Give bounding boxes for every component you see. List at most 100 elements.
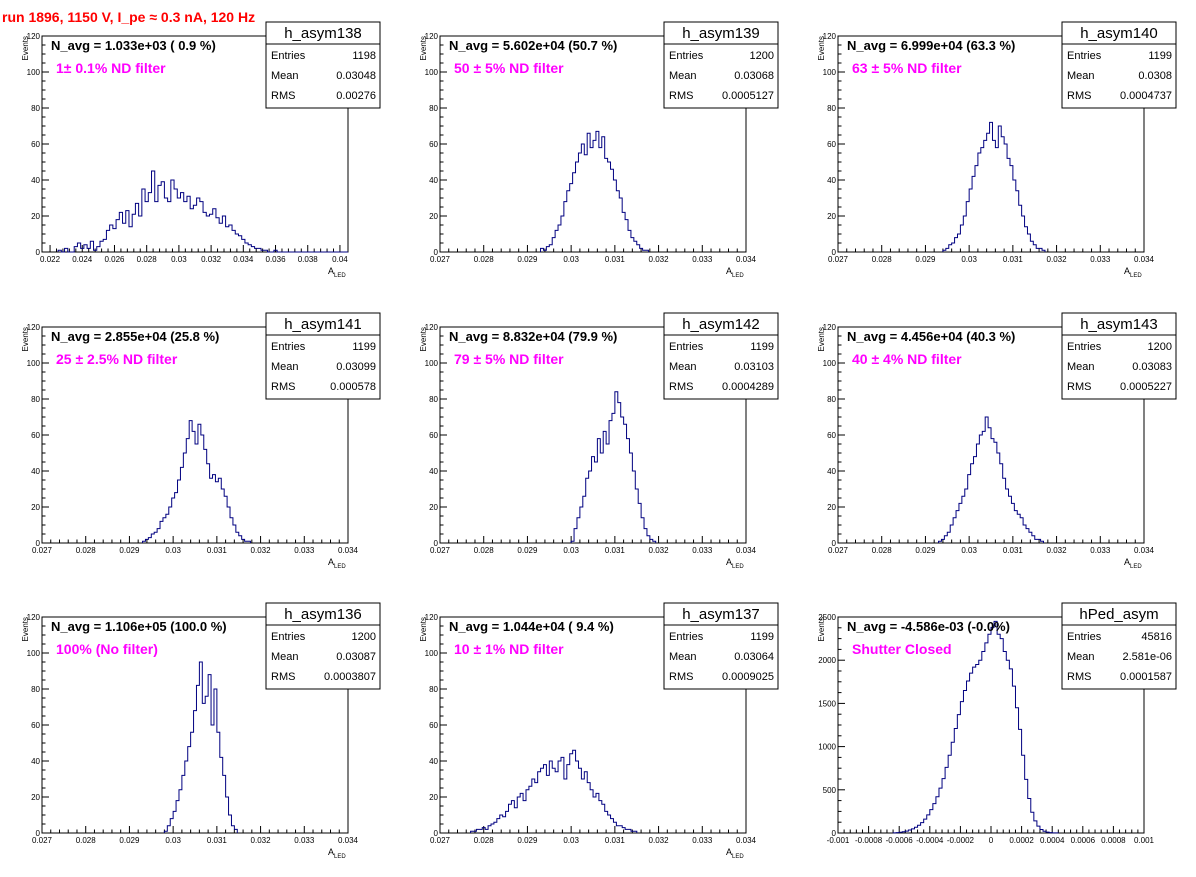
x-tick-label: 0.036 bbox=[266, 255, 287, 264]
x-tick-label: 0.034 bbox=[338, 836, 359, 845]
y-tick-label: 1000 bbox=[818, 743, 836, 752]
stats-value-rms: 0.0009025 bbox=[722, 671, 774, 683]
stats-value-entries: 1199 bbox=[750, 341, 774, 353]
navg-label: N_avg = 1.033e+03 ( 0.9 %) bbox=[51, 38, 216, 53]
y-tick-label: 0 bbox=[434, 248, 439, 257]
y-tick-label: 40 bbox=[827, 467, 836, 476]
y-tick-label: 0 bbox=[832, 829, 837, 838]
x-axis-title-main: A bbox=[328, 847, 334, 857]
x-tick-label: 0.031 bbox=[1003, 255, 1024, 264]
x-tick-label: 0.034 bbox=[1134, 546, 1155, 555]
y-tick-label: 2500 bbox=[818, 613, 836, 622]
navg-label: N_avg = -4.586e-03 (-0.0%) bbox=[847, 619, 1010, 634]
filter-label: Shutter Closed bbox=[852, 641, 952, 657]
y-tick-label: 0 bbox=[36, 829, 41, 838]
y-tick-label: 80 bbox=[31, 685, 40, 694]
x-tick-label: 0.027 bbox=[32, 546, 53, 555]
histogram-line bbox=[163, 661, 238, 833]
stats-label-entries: Entries bbox=[1067, 50, 1102, 62]
x-tick-label: 0.0004 bbox=[1040, 836, 1065, 845]
x-tick-label: 0.029 bbox=[119, 836, 140, 845]
x-tick-label: 0.029 bbox=[517, 836, 538, 845]
x-tick-label: 0.03 bbox=[165, 836, 181, 845]
x-tick-label: 0.03 bbox=[165, 546, 181, 555]
y-tick-label: 0 bbox=[832, 539, 837, 548]
stats-hist-name: h_asym138 bbox=[284, 25, 362, 42]
x-tick-label: 0.033 bbox=[1090, 546, 1111, 555]
y-tick-label: 40 bbox=[31, 467, 40, 476]
x-tick-label: 0.034 bbox=[1134, 255, 1155, 264]
x-tick-label: -0.0004 bbox=[916, 836, 944, 845]
histogram-panel-hPed_asym: 0 500 1000 1500 2000 2500 -0.001 -0.0008 -0.0006… bbox=[817, 602, 1177, 845]
stats-label-mean: Mean bbox=[669, 651, 697, 663]
x-tick-label: 0.032 bbox=[1047, 255, 1068, 264]
histogram-panel-h_asym139: 0 20 40 60 80 100 120 0.027 0.028 0.029 0.03 0.031 0… bbox=[419, 21, 779, 279]
stats-box bbox=[265, 312, 381, 400]
stats-box bbox=[1061, 21, 1177, 109]
y-tick-label: 80 bbox=[827, 104, 836, 113]
y-tick-label: 0 bbox=[36, 539, 41, 548]
stats-label-mean: Mean bbox=[669, 70, 697, 82]
y-tick-label: 100 bbox=[27, 649, 41, 658]
x-tick-label: 0.031 bbox=[1003, 546, 1024, 555]
y-tick-label: 60 bbox=[31, 721, 40, 730]
y-tick-label: 0 bbox=[36, 248, 41, 257]
stats-label-rms: RMS bbox=[1067, 90, 1091, 102]
y-tick-label: 500 bbox=[823, 786, 837, 795]
stats-label-rms: RMS bbox=[1067, 381, 1091, 393]
y-tick-label: 60 bbox=[827, 431, 836, 440]
stats-value-rms: 0.000578 bbox=[330, 381, 376, 393]
histogram-line bbox=[142, 420, 251, 543]
y-axis-title: Events bbox=[419, 327, 428, 351]
stats-hist-name: h_asym143 bbox=[1080, 316, 1158, 333]
filter-label: 40 ± 4% ND filter bbox=[852, 351, 962, 367]
x-tick-label: -0.0002 bbox=[947, 836, 975, 845]
stats-label-entries: Entries bbox=[1067, 631, 1102, 643]
x-axis-title-main: A bbox=[328, 266, 334, 276]
x-axis-title: ALED bbox=[1124, 266, 1142, 279]
stats-label-rms: RMS bbox=[669, 381, 693, 393]
x-tick-label: 0.028 bbox=[872, 546, 893, 555]
y-tick-label: 100 bbox=[425, 68, 439, 77]
x-tick-label: 0.033 bbox=[294, 836, 315, 845]
x-tick-label: 0.03 bbox=[961, 255, 977, 264]
x-axis-title: ALED bbox=[328, 266, 346, 279]
x-tick-label: -0.0008 bbox=[855, 836, 883, 845]
stats-hist-name: h_asym137 bbox=[682, 606, 760, 623]
x-tick-label: 0.0006 bbox=[1071, 836, 1096, 845]
x-axis-title-sub: LED bbox=[334, 273, 346, 279]
stats-label-entries: Entries bbox=[271, 341, 306, 353]
x-tick-label: 0.029 bbox=[119, 546, 140, 555]
y-axis-title: Events bbox=[21, 327, 30, 351]
x-tick-label: 0.032 bbox=[649, 546, 670, 555]
x-tick-label: 0.027 bbox=[828, 255, 849, 264]
histogram-line bbox=[938, 416, 1045, 543]
y-axis-title: Events bbox=[21, 36, 30, 60]
navg-label: N_avg = 4.456e+04 (40.3 %) bbox=[847, 329, 1015, 344]
stats-label-entries: Entries bbox=[669, 341, 704, 353]
navg-label: N_avg = 2.855e+04 (25.8 %) bbox=[51, 329, 219, 344]
stats-value-entries: 1199 bbox=[352, 341, 376, 353]
filter-label: 100% (No filter) bbox=[56, 641, 158, 657]
x-axis-title-sub: LED bbox=[1130, 564, 1142, 570]
y-tick-label: 60 bbox=[429, 140, 438, 149]
stats-value-rms: 0.0005227 bbox=[1120, 381, 1172, 393]
stats-value-mean: 0.03064 bbox=[734, 651, 774, 663]
x-axis-title-main: A bbox=[1124, 557, 1130, 567]
x-tick-label: 0.034 bbox=[736, 836, 757, 845]
x-tick-label: 0.04 bbox=[332, 255, 348, 264]
y-tick-label: 1500 bbox=[818, 699, 836, 708]
stats-value-entries: 1200 bbox=[1148, 341, 1172, 353]
y-tick-label: 80 bbox=[31, 104, 40, 113]
x-axis-title-main: A bbox=[1124, 266, 1130, 276]
x-axis-title-main: A bbox=[328, 557, 334, 567]
stats-value-mean: 0.03048 bbox=[336, 70, 376, 82]
x-tick-label: 0.031 bbox=[207, 546, 228, 555]
x-axis-title: ALED bbox=[726, 557, 744, 570]
histogram-panel-h_asym140: 0 20 40 60 80 100 120 0.027 0.028 0.029 0.03 0.031 0… bbox=[817, 21, 1177, 279]
histogram-line bbox=[942, 121, 1046, 252]
filter-label: 10 ± 1% ND filter bbox=[454, 641, 564, 657]
navg-label: N_avg = 1.106e+05 (100.0 %) bbox=[51, 619, 227, 634]
y-tick-label: 40 bbox=[429, 176, 438, 185]
